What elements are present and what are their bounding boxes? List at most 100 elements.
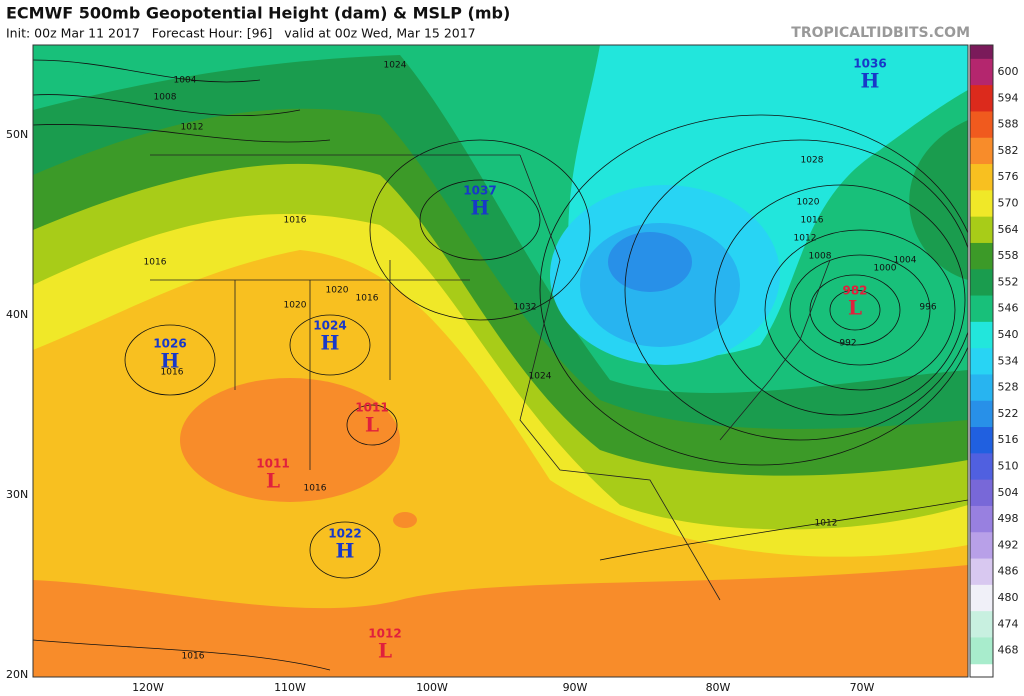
colorbar: 600 594 588 582 576 570 564 558 552 546 540 534 528 5… — [969, 44, 1019, 678]
colorbar-label: 492 — [998, 538, 1019, 551]
isobar-label: 1016 — [304, 484, 327, 494]
colorbar-swatch — [970, 532, 993, 560]
colorbar-label: 588 — [998, 118, 1019, 131]
isobar-label: 1004 — [894, 256, 917, 266]
colorbar-label: 516 — [998, 433, 1019, 446]
colorbar-swatch — [970, 558, 993, 586]
pressure-value: 1011 — [256, 457, 289, 471]
colorbar-label: 522 — [998, 407, 1019, 420]
isobar-label: 1012 — [815, 519, 838, 529]
title: ECMWF 500mb Geopotential Height (dam) & … — [6, 4, 510, 23]
colorbar-swatch — [970, 269, 993, 297]
colorbar-label: 468 — [998, 644, 1019, 657]
borders — [150, 154, 831, 601]
isobar-label: 1004 — [174, 76, 197, 86]
pressure-symbol: H — [161, 349, 180, 373]
colorbar-swatch — [970, 427, 993, 454]
isobar-label: 1008 — [154, 93, 177, 103]
pressure-symbol: L — [365, 413, 379, 437]
lat-label: 40N — [6, 308, 28, 321]
pressure-value: 1026 — [153, 337, 186, 351]
map-area — [33, 45, 968, 677]
isobar-label: 1032 — [514, 303, 537, 313]
colorbar-swatch — [970, 137, 993, 165]
isobar-label: 992 — [839, 339, 856, 349]
isobar-label: 1016 — [161, 368, 184, 378]
lon-label: 70W — [850, 681, 875, 694]
colorbar-swatch — [970, 216, 993, 244]
lat-label: 50N — [6, 128, 28, 141]
colorbar-label: 480 — [998, 591, 1019, 604]
colorbar-label: 564 — [998, 223, 1019, 236]
isobar-label: 1016 — [356, 294, 379, 304]
pressure-value: 1012 — [368, 627, 401, 641]
colorbar-label: 558 — [998, 249, 1019, 262]
pressure-value: 1011 — [355, 401, 388, 415]
lat-label: 20N — [6, 668, 28, 681]
colorbar-tip — [970, 45, 993, 59]
pressure-value: 982 — [842, 284, 867, 298]
colorbar-label: 486 — [998, 565, 1019, 578]
colorbar-label: 552 — [998, 275, 1019, 288]
colorbar-label: 546 — [998, 302, 1019, 315]
isobar-label: 1020 — [284, 301, 307, 311]
pressure-value: 1024 — [313, 319, 346, 333]
lon-label: 110W — [274, 681, 306, 694]
colorbar-swatch — [970, 505, 993, 533]
colorbar-label: 498 — [998, 512, 1019, 525]
colorbar-swatch — [970, 111, 993, 139]
colorbar-swatch — [970, 611, 993, 638]
isobar-label: 1012 — [181, 123, 204, 133]
pressure-symbol: H — [861, 69, 880, 93]
pressure-value: 1022 — [328, 527, 361, 541]
colorbar-label: 474 — [998, 617, 1019, 630]
colorbar-label: 534 — [998, 354, 1019, 367]
colorbar-label: 582 — [998, 144, 1019, 157]
colorbar-swatch — [970, 348, 993, 375]
colorbar-swatch — [970, 295, 993, 323]
colorbar-swatch — [970, 164, 993, 191]
isobar-label: 1016 — [284, 216, 307, 226]
colorbar-swatch — [970, 637, 993, 665]
colorbar-label: 504 — [998, 486, 1019, 499]
isobar-label: 1008 — [809, 252, 832, 262]
colorbar-swatch — [970, 400, 993, 428]
pressure-symbol: L — [848, 296, 862, 320]
subtitle: Init: 00z Mar 11 2017 Forecast Hour: [96… — [6, 26, 476, 41]
pressure-value: 1036 — [853, 57, 886, 71]
isobar-label: 996 — [919, 303, 936, 313]
colorbar-swatch — [970, 453, 993, 481]
isobar-label: 1020 — [797, 198, 820, 208]
colorbar-label: 510 — [998, 460, 1019, 473]
isobar-label: 1016 — [182, 652, 205, 662]
isobar-label: 1024 — [384, 61, 407, 71]
lon-label: 80W — [706, 681, 731, 694]
colorbar-swatch — [970, 85, 993, 112]
source: TROPICALTIDBITS.COM — [791, 25, 970, 41]
colorbar-swatch — [970, 584, 993, 612]
map-frame — [32, 44, 969, 678]
isobar-label: 1000 — [874, 264, 897, 274]
colorbar-label: 570 — [998, 197, 1019, 210]
isobar-label: 1016 — [144, 258, 167, 268]
isobar-label: 1020 — [326, 286, 349, 296]
lat-label: 30N — [6, 488, 28, 501]
lon-label: 120W — [132, 681, 164, 694]
lon-label: 100W — [416, 681, 448, 694]
colorbar-swatch — [970, 58, 993, 86]
pressure-symbol: H — [321, 331, 340, 355]
pressure-value: 1037 — [463, 184, 496, 198]
colorbar-label: 540 — [998, 328, 1019, 341]
lon-label: 90W — [563, 681, 588, 694]
isobar-label: 1024 — [529, 372, 552, 382]
pressure-symbol: L — [378, 639, 392, 663]
isobars — [33, 59, 968, 671]
colorbar-swatch — [970, 242, 993, 270]
colorbar-label: 576 — [998, 170, 1019, 183]
colorbar-swatch — [970, 374, 993, 402]
pressure-symbol: H — [336, 539, 355, 563]
colorbar-swatch — [970, 479, 993, 507]
colorbar-label: 594 — [998, 91, 1019, 104]
